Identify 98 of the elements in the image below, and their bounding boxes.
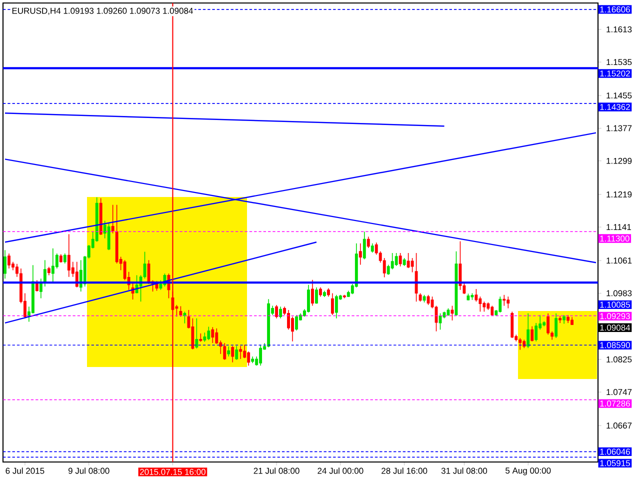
ref-line-label: 1.14362 bbox=[600, 104, 630, 110]
candlestick bbox=[502, 294, 506, 306]
candlestick bbox=[211, 326, 214, 344]
candlestick bbox=[414, 252, 418, 302]
candlestick bbox=[291, 316, 294, 342]
candlestick bbox=[111, 204, 114, 234]
y-tick-label: 1.1613 bbox=[606, 26, 632, 32]
candlestick bbox=[386, 264, 390, 276]
candlestick bbox=[319, 286, 322, 297]
candlestick bbox=[203, 332, 206, 342]
candlestick bbox=[259, 344, 262, 366]
y-tick-label: 1.1455 bbox=[606, 92, 632, 99]
candlestick bbox=[334, 294, 338, 319]
candlestick bbox=[398, 252, 402, 267]
candlestick bbox=[215, 328, 218, 344]
y-tick-label: 1.1299 bbox=[606, 158, 632, 164]
candlestick bbox=[358, 242, 362, 266]
ref-line-label: 1.06046 bbox=[600, 448, 630, 455]
ref-line-label: 1.07286 bbox=[600, 400, 630, 407]
candlestick bbox=[63, 253, 66, 264]
candlestick bbox=[287, 310, 290, 330]
candlestick bbox=[279, 306, 282, 319]
ref-line-label: 1.05915 bbox=[600, 460, 630, 466]
candlestick bbox=[366, 236, 370, 248]
candlestick bbox=[362, 231, 366, 260]
candlestick bbox=[231, 346, 234, 363]
candlestick bbox=[315, 286, 318, 304]
candlestick bbox=[526, 312, 530, 348]
ref-line-label: 1.16606 bbox=[600, 6, 630, 12]
x-tick-label: 24 Jul 00:00 bbox=[318, 468, 364, 474]
candlestick bbox=[235, 346, 238, 360]
ref-line-label: 1.10085 bbox=[600, 302, 630, 308]
candlestick bbox=[410, 258, 414, 273]
candlestick bbox=[275, 304, 278, 319]
y-tick-label: 1.0983 bbox=[606, 290, 632, 296]
y-tick-label: 1.1141 bbox=[606, 224, 631, 230]
candlestick bbox=[179, 306, 182, 318]
candlestick bbox=[123, 260, 126, 281]
ref-line-label: 1.09293 bbox=[600, 313, 630, 320]
y-tick-label: 1.1535 bbox=[606, 59, 632, 66]
text: 1.09084 bbox=[600, 324, 630, 331]
candlestick bbox=[458, 240, 462, 290]
candlestick bbox=[518, 338, 522, 350]
x-tick-label: 9 Jul 08:00 bbox=[68, 468, 110, 474]
y-tick-label: 1.0825 bbox=[606, 356, 632, 362]
candlestick bbox=[107, 222, 110, 250]
candlestick bbox=[79, 260, 82, 292]
chart-title: EURUSD,H4 1.09193 1.09260 1.09073 1.09084 bbox=[12, 8, 193, 15]
ref-line-label: 1.08590 bbox=[600, 342, 630, 348]
candlestick bbox=[534, 322, 538, 342]
candlestick bbox=[498, 296, 502, 313]
candlestick bbox=[311, 279, 314, 306]
candlestick bbox=[223, 342, 226, 360]
x-tick-label: 28 Jul 16:00 bbox=[382, 468, 428, 474]
candlestick bbox=[438, 312, 442, 330]
y-tick-label: 1.1061 bbox=[606, 258, 632, 264]
x-tick-label: 2015.07.15 16:00 bbox=[140, 468, 206, 475]
candlestick bbox=[295, 314, 298, 331]
candlestick bbox=[478, 296, 482, 312]
candlestick bbox=[227, 346, 230, 357]
candlestick bbox=[530, 326, 534, 342]
y-tick-label: 1.1377 bbox=[606, 125, 632, 132]
ref-line-label: 1.15202 bbox=[600, 70, 630, 77]
candlestick bbox=[546, 312, 550, 336]
candlestick bbox=[207, 326, 210, 341]
candlestick bbox=[67, 234, 70, 278]
candlestick bbox=[450, 305, 454, 321]
candlestick bbox=[506, 296, 510, 309]
x-tick-label: 31 Jul 08:00 bbox=[441, 468, 488, 474]
candlestick bbox=[51, 248, 54, 284]
ref-line-label: 1.11300 bbox=[600, 236, 630, 242]
candlestick bbox=[43, 260, 46, 287]
x-tick-label: 6 Jul 2015 bbox=[6, 468, 44, 474]
candlestick bbox=[243, 344, 246, 359]
candlestick bbox=[147, 260, 150, 284]
candlestick bbox=[554, 312, 558, 338]
candlestick bbox=[183, 311, 186, 324]
candlestick bbox=[191, 318, 194, 350]
candlestick bbox=[510, 311, 514, 338]
x-tick-label: 5 Aug 00:00 bbox=[506, 468, 551, 476]
y-tick-label: 1.0747 bbox=[606, 389, 632, 396]
candlestick bbox=[482, 301, 486, 312]
candlestick bbox=[239, 346, 242, 360]
candlestick bbox=[195, 318, 198, 349]
candlestick bbox=[8, 253, 10, 269]
candlestick bbox=[39, 278, 42, 299]
y-tick-label: 1.0667 bbox=[606, 422, 632, 429]
candlestick bbox=[4, 250, 6, 279]
candlestick bbox=[307, 284, 310, 313]
y-tick-label: 1.1219 bbox=[606, 191, 632, 198]
candlestick bbox=[406, 252, 410, 268]
candlestick bbox=[247, 351, 250, 366]
candlestick bbox=[426, 294, 430, 306]
candlestick bbox=[474, 288, 478, 302]
candlestick bbox=[330, 292, 334, 316]
x-tick-label: 21 Jul 08:00 bbox=[254, 468, 300, 474]
candlestick bbox=[394, 252, 398, 266]
candlestick bbox=[370, 242, 374, 253]
